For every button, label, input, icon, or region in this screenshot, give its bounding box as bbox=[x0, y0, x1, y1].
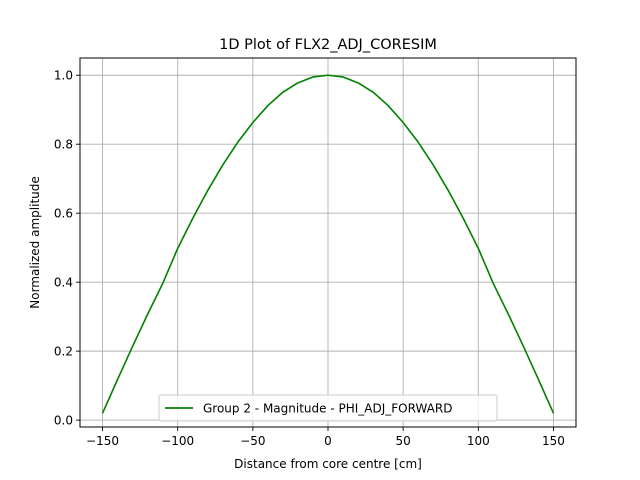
y-tick-label: 1.0 bbox=[54, 69, 73, 83]
x-axis-label: Distance from core centre [cm] bbox=[234, 457, 422, 471]
x-tick-label: 150 bbox=[542, 434, 565, 448]
x-tick-label: 0 bbox=[324, 434, 332, 448]
x-axis-ticks: −150 −100 −50 0 50 100 150 bbox=[86, 427, 565, 448]
x-tick-label: 100 bbox=[467, 434, 490, 448]
y-tick-label: 0.2 bbox=[54, 345, 73, 359]
x-tick-label: −150 bbox=[86, 434, 119, 448]
y-tick-label: 0.6 bbox=[54, 207, 73, 221]
series-layer bbox=[101, 74, 555, 414]
y-tick-label: 0.0 bbox=[54, 414, 73, 428]
y-tick-label: 0.4 bbox=[54, 276, 73, 290]
y-axis-label: Normalized amplitude bbox=[28, 176, 42, 309]
series-line-0 bbox=[101, 74, 555, 414]
x-tick-label: −100 bbox=[161, 434, 194, 448]
chart-title: 1D Plot of FLX2_ADJ_CORESIM bbox=[219, 37, 437, 53]
y-tick-label: 0.8 bbox=[54, 138, 73, 152]
legend-box bbox=[158, 394, 498, 422]
legend-label: Group 2 - Magnitude - PHI_ADJ_FORWARD bbox=[203, 402, 452, 416]
x-tick-label: 50 bbox=[396, 434, 411, 448]
x-tick-label: −50 bbox=[240, 434, 265, 448]
legend: Group 2 - Magnitude - PHI_ADJ_FORWARD bbox=[158, 394, 498, 422]
y-axis-ticks: 0.0 0.2 0.4 0.6 0.8 1.0 bbox=[54, 69, 80, 428]
